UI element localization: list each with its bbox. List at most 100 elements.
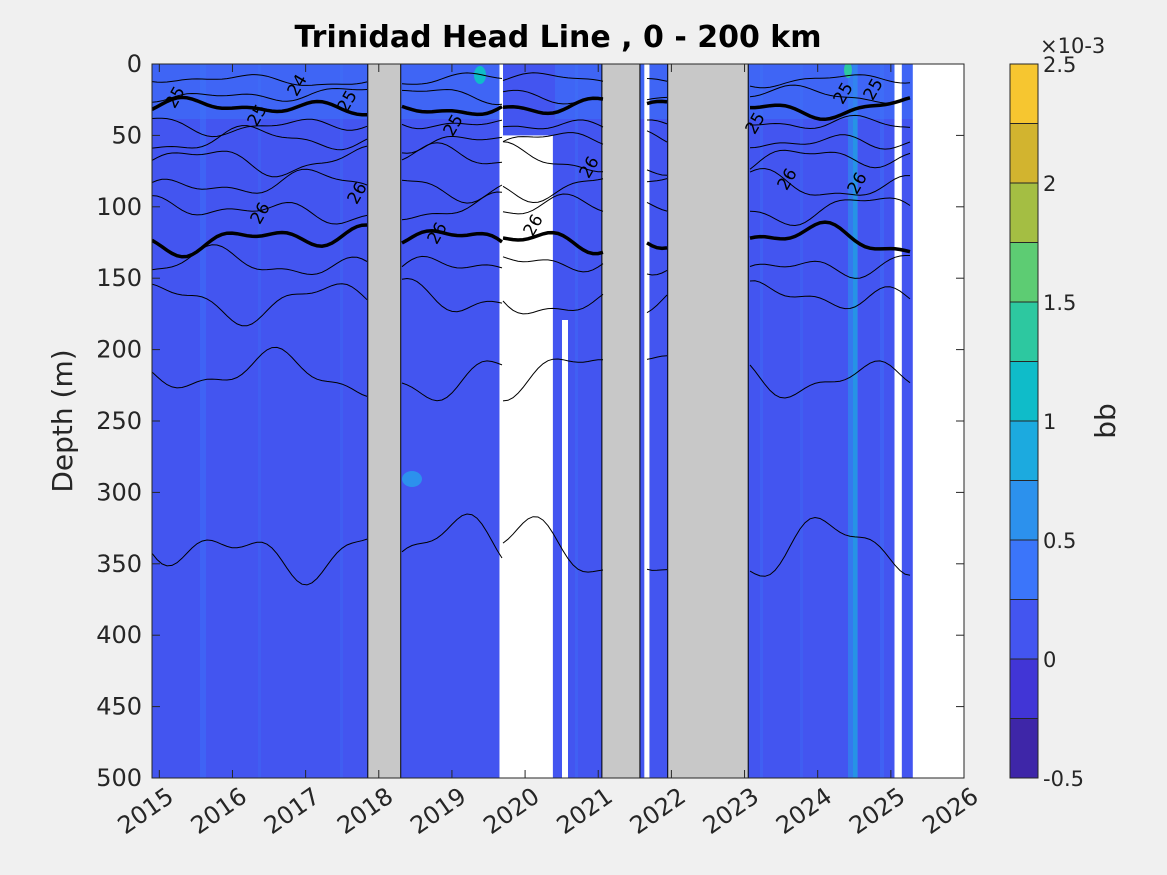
x-tick-label: 2024 [771, 782, 837, 840]
density-contour [646, 241, 668, 251]
density-contour [502, 178, 604, 204]
colorbar-swatch [1010, 421, 1038, 481]
density-contour [502, 72, 604, 82]
density-contour [646, 99, 668, 106]
x-tick-label: 2019 [405, 782, 471, 840]
density-contour [749, 149, 911, 170]
density-contour [502, 358, 603, 402]
missing-data-gap [644, 64, 650, 778]
x-tick-label: 2016 [186, 782, 252, 840]
colorbar-swatch [1010, 718, 1038, 778]
variability-streak [340, 64, 343, 778]
density-contour [401, 255, 503, 269]
x-tick-label: 2021 [552, 782, 618, 840]
colorbar-swatch [1010, 242, 1038, 302]
density-contour [502, 256, 604, 273]
density-contour [152, 145, 368, 178]
density-contour [502, 141, 603, 173]
colorbar-tick-label: 2 [1043, 172, 1056, 196]
missing-data-gap [499, 64, 553, 778]
background-field [152, 64, 964, 778]
variability-streak [853, 64, 857, 778]
density-contour [502, 119, 604, 130]
y-axis-label: Depth (m) [46, 349, 79, 492]
x-tick-label: 2026 [917, 782, 983, 840]
density-contour [152, 346, 368, 397]
density-contour [152, 87, 368, 103]
variability-streak [575, 64, 578, 778]
density-contour [152, 538, 368, 586]
density-contour [401, 88, 503, 106]
density-contour [750, 96, 911, 122]
density-contour [749, 255, 910, 279]
density-contour [646, 130, 668, 143]
density-contour [401, 142, 503, 165]
y-tick-label: 250 [96, 407, 142, 435]
density-contour [749, 220, 911, 254]
density-contour [749, 197, 911, 227]
variability-streak [760, 64, 763, 778]
y-tick-label: 350 [96, 550, 142, 578]
density-contour [646, 269, 668, 276]
density-contour [502, 132, 604, 145]
density-contour [502, 96, 604, 116]
colorbar-tick-label: 2.5 [1043, 53, 1076, 77]
colorbar-swatch [1010, 123, 1038, 183]
colorbar: -0.5 0 0.5 1 1.5 2 2.5 [1009, 53, 1084, 791]
colorbar-tick-label: 0 [1043, 648, 1056, 672]
x-tick-label: 2020 [478, 782, 544, 840]
density-contour [152, 195, 368, 225]
density-contour [502, 516, 604, 573]
no-data-period [667, 64, 749, 778]
no-data-period [601, 64, 641, 778]
variability-streak [258, 64, 261, 778]
density-contour [401, 191, 503, 221]
density-contour [401, 229, 504, 245]
colorbar-tick-label: 0.5 [1043, 529, 1076, 553]
density-contour [749, 74, 911, 89]
colorbar-swatch [1010, 183, 1038, 243]
colorbar-tick-label: -0.5 [1043, 767, 1084, 791]
y-tick-label: 0 [127, 50, 142, 78]
density-contour [401, 104, 503, 117]
density-contour [152, 168, 368, 194]
density-contour [749, 280, 911, 310]
colorbar-swatch [1010, 599, 1038, 659]
missing-data-gap [894, 64, 902, 778]
density-contour [646, 169, 668, 176]
y-axis: 0 50 100 150 200 250 300 350 400 450 500 [96, 50, 964, 792]
y-tick-label: 200 [96, 336, 142, 364]
variability-streak [200, 64, 206, 778]
density-contour [646, 201, 668, 212]
y-tick-label: 100 [96, 193, 142, 221]
density-contour [502, 293, 604, 315]
density-contour [152, 223, 368, 259]
density-contour [646, 78, 668, 82]
density-contour [401, 119, 503, 130]
density-contour [646, 178, 668, 183]
density-contour [401, 513, 503, 559]
density-contour [152, 125, 368, 151]
density-contour [152, 283, 368, 327]
colorbar-tick-label: 1 [1043, 410, 1056, 434]
density-contour [401, 72, 503, 85]
y-tick-label: 450 [96, 693, 142, 721]
density-contour [152, 74, 368, 86]
density-contour [749, 168, 910, 196]
chart-title: Trinidad Head Line , 0 - 200 km [294, 20, 821, 55]
y-tick-label: 150 [96, 264, 142, 292]
density-contour [152, 117, 368, 138]
density-contour [646, 294, 668, 314]
colorbar-tick-label: 1.5 [1043, 291, 1076, 315]
density-contour [646, 568, 668, 571]
x-tick-label: 2023 [698, 782, 764, 840]
density-contour [749, 360, 911, 399]
colorbar-swatch [1010, 302, 1038, 362]
y-tick-label: 500 [96, 764, 142, 792]
colorbar-swatch [1010, 540, 1038, 600]
x-tick-label: 2022 [625, 782, 691, 840]
x-tick-label: 2017 [259, 782, 325, 840]
density-contour [749, 84, 911, 104]
density-contour [502, 230, 604, 256]
